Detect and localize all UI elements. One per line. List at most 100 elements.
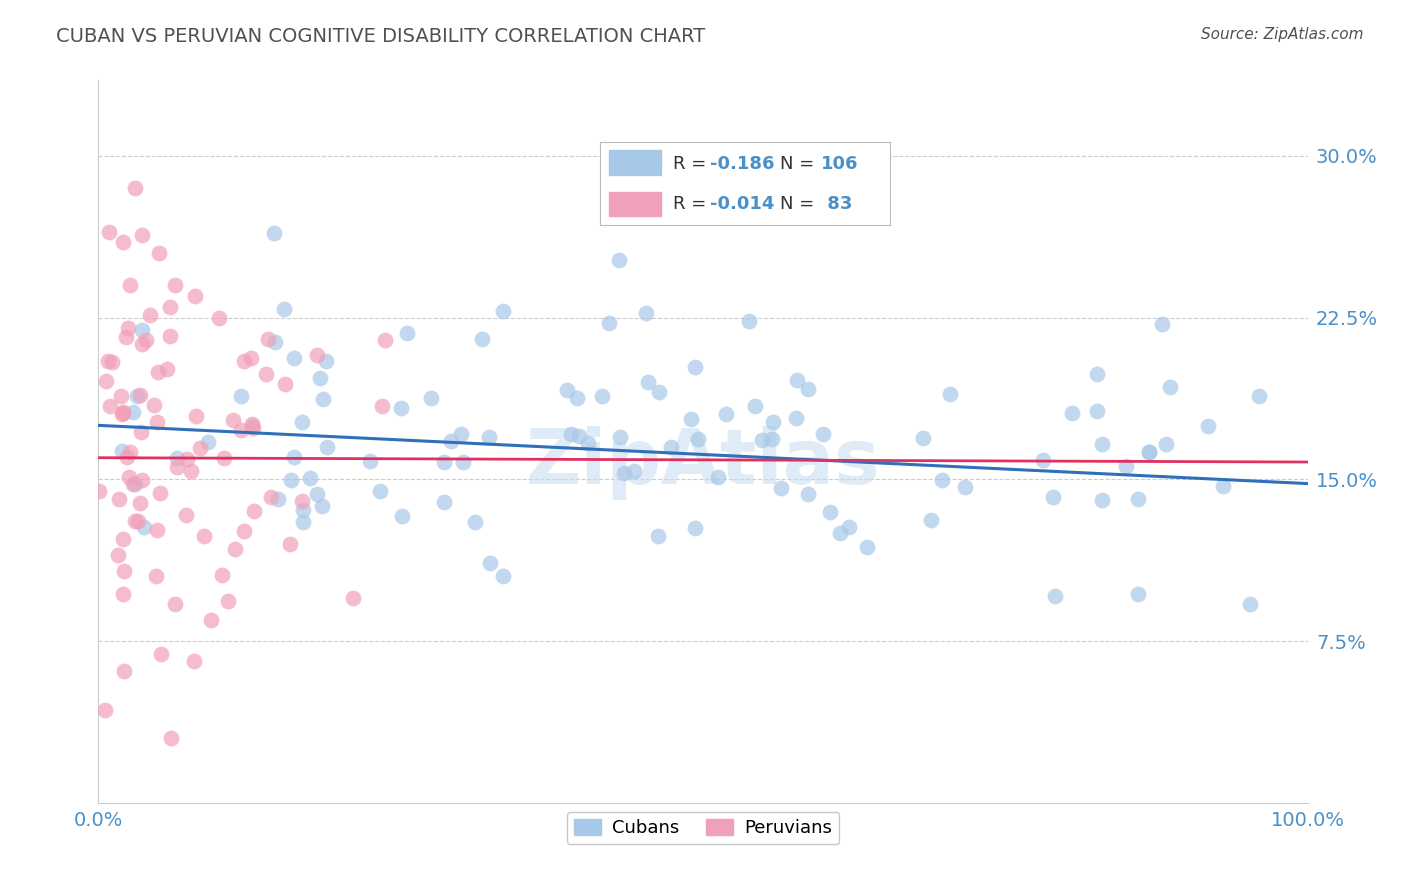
Point — [211, 568, 233, 582]
Point — [122, 477, 145, 491]
Point — [233, 524, 256, 538]
Point — [637, 375, 659, 389]
Point — [598, 316, 620, 330]
Point — [491, 568, 513, 582]
Point — [785, 411, 807, 425]
Point — [623, 463, 645, 477]
Point — [214, 450, 236, 465]
Point — [146, 416, 169, 430]
Point — [260, 490, 283, 504]
Text: CUBAN VS PERUVIAN COGNITIVE DISABILITY CORRELATION CHART: CUBAN VS PERUVIAN COGNITIVE DISABILITY C… — [56, 27, 706, 45]
Point — [316, 440, 339, 454]
Point — [568, 429, 591, 443]
Point — [117, 321, 139, 335]
Point — [450, 426, 472, 441]
Point — [1090, 437, 1112, 451]
Point — [107, 548, 129, 562]
Point — [242, 504, 264, 518]
Point — [122, 405, 145, 419]
Point — [129, 388, 152, 402]
Point — [149, 647, 172, 661]
Point — [87, 483, 110, 498]
Point — [193, 529, 215, 543]
Point — [685, 360, 707, 375]
Point — [707, 469, 730, 483]
Point — [264, 334, 287, 349]
Point — [1239, 597, 1261, 611]
Point — [274, 376, 297, 391]
Point — [681, 412, 703, 426]
Point — [714, 407, 737, 421]
Point — [291, 515, 314, 529]
Point — [149, 485, 172, 500]
Point — [395, 326, 418, 340]
Point — [112, 587, 135, 601]
Point — [555, 384, 578, 398]
Point — [683, 521, 706, 535]
Point — [107, 491, 129, 506]
Point — [111, 404, 134, 418]
Point — [292, 503, 315, 517]
Point — [311, 500, 333, 514]
Point — [96, 374, 118, 388]
Point — [146, 365, 169, 379]
Point — [613, 467, 636, 481]
Legend: Cubans, Peruvians: Cubans, Peruvians — [567, 812, 839, 845]
Point — [131, 337, 153, 351]
Point — [163, 277, 186, 292]
Point — [762, 415, 785, 429]
Point — [184, 409, 207, 424]
Point — [1090, 493, 1112, 508]
Point — [110, 389, 132, 403]
Point — [560, 426, 582, 441]
Point — [115, 330, 138, 344]
Point — [359, 454, 381, 468]
Point — [1062, 407, 1084, 421]
Point — [371, 400, 394, 414]
Point — [98, 399, 121, 413]
Point — [117, 470, 139, 484]
Point — [217, 594, 239, 608]
Point — [342, 591, 364, 606]
Point — [374, 333, 396, 347]
Point — [1197, 419, 1219, 434]
Point — [433, 455, 456, 469]
Point — [368, 483, 391, 498]
Point — [1128, 491, 1150, 506]
Point — [308, 371, 330, 385]
Point — [1159, 380, 1181, 394]
Point — [283, 351, 305, 365]
Point — [254, 367, 277, 381]
Point — [688, 433, 710, 447]
Point — [229, 423, 252, 437]
Point — [830, 525, 852, 540]
Point — [648, 384, 671, 399]
Point — [811, 427, 834, 442]
Point — [222, 413, 245, 427]
Point — [307, 487, 329, 501]
Point — [120, 278, 142, 293]
Point — [160, 731, 183, 745]
Point — [278, 537, 301, 551]
Point — [761, 432, 783, 446]
Point — [197, 435, 219, 450]
Point — [180, 464, 202, 478]
Point — [159, 300, 181, 314]
Point — [129, 425, 152, 439]
Point — [118, 444, 141, 458]
Point — [112, 564, 135, 578]
Point — [280, 473, 302, 487]
Point — [1150, 317, 1173, 331]
Point — [93, 703, 115, 717]
Point — [273, 302, 295, 317]
Point — [464, 516, 486, 530]
Point — [240, 351, 263, 365]
Point — [1126, 587, 1149, 601]
Point — [591, 389, 613, 403]
Point — [165, 597, 187, 611]
Point — [138, 308, 160, 322]
Point — [1154, 437, 1177, 451]
Point — [131, 473, 153, 487]
Point — [647, 529, 669, 543]
Text: Source: ZipAtlas.com: Source: ZipAtlas.com — [1201, 27, 1364, 42]
